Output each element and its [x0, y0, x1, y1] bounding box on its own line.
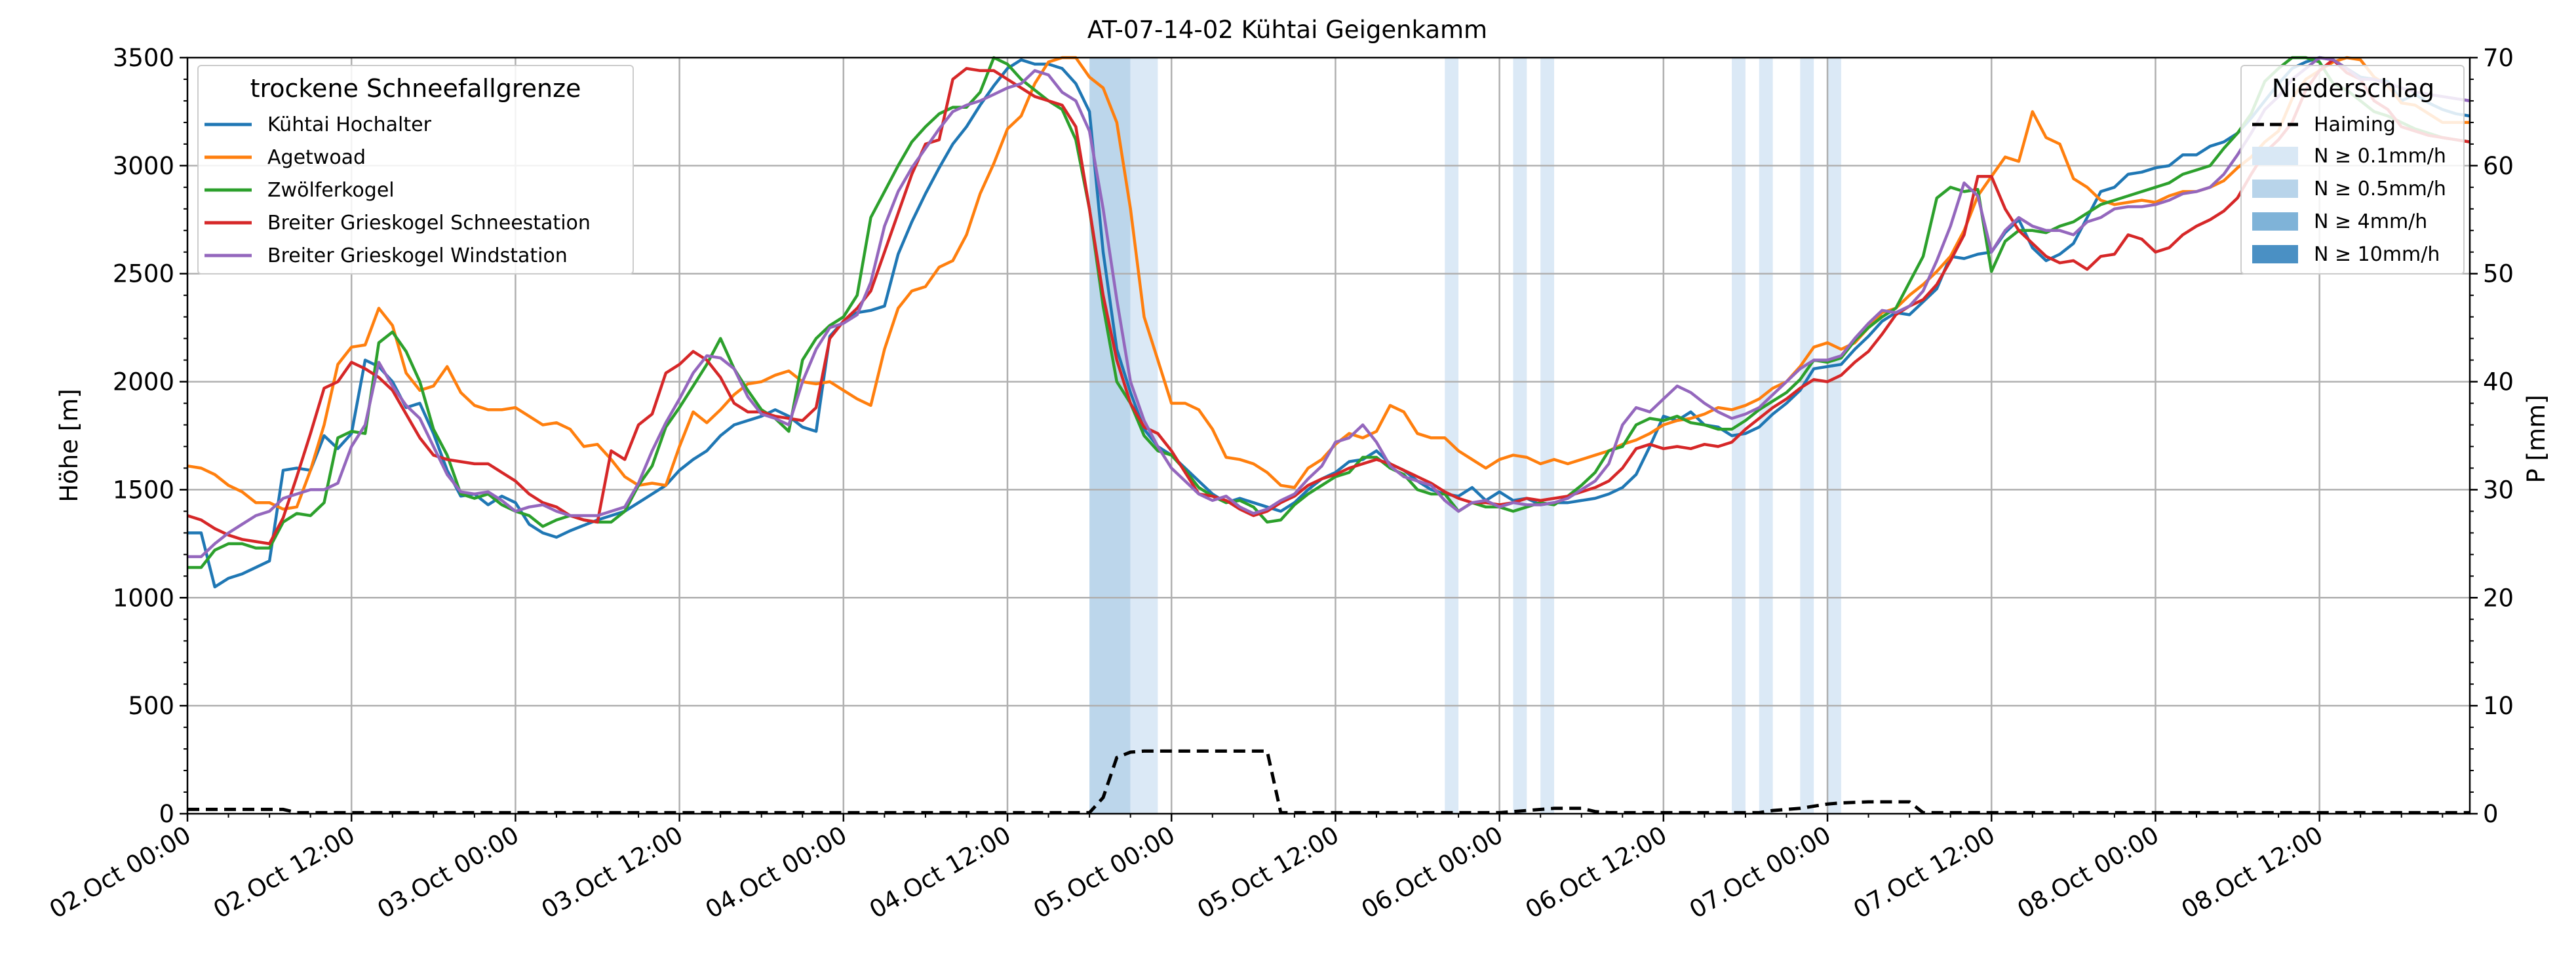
- legend-band-label-3: N ≥ 10mm/h: [2314, 243, 2440, 266]
- y-tick-label: 1500: [113, 476, 174, 504]
- legend-left: trockene Schneefallgrenze Kühtai Hochalt…: [197, 65, 634, 275]
- legend-left-title: trockene Schneefallgrenze: [250, 74, 581, 103]
- legend-label-1: Agetwoad: [267, 146, 366, 169]
- y-tick-label: 0: [159, 800, 174, 828]
- legend-band-label-1: N ≥ 0.5mm/h: [2314, 178, 2446, 200]
- legend-band-label-2: N ≥ 4mm/h: [2314, 210, 2427, 233]
- chart-title: AT-07-14-02 Kühtai Geigenkamm: [1087, 16, 1487, 44]
- series-line-4: [187, 56, 2470, 558]
- y-axis-label: Höhe [m]: [55, 389, 83, 502]
- legend-band-swatch-1: [2252, 180, 2298, 198]
- y-tick-label: 500: [128, 692, 174, 720]
- legend-right-title: Niederschlag: [2272, 74, 2434, 103]
- legend-band-swatch-3: [2252, 245, 2298, 263]
- precip-band-4: [1540, 58, 1555, 814]
- legend-label-3: Breiter Grieskogel Schneestation: [267, 212, 591, 235]
- precip-band-8: [1827, 58, 1841, 814]
- legend-label-4: Breiter Grieskogel Windstation: [267, 244, 568, 267]
- y-tick-label: 1000: [113, 584, 174, 612]
- y-tick-label: 2500: [113, 260, 174, 288]
- legend-precip-label: Haiming: [2314, 113, 2396, 136]
- legend-label-2: Zwölferkogel: [267, 179, 395, 202]
- y-tick-label: 3500: [113, 44, 174, 72]
- y-right-tick-label: 30: [2483, 476, 2514, 504]
- legend-right-bands: N ≥ 0.1mm/h N ≥ 0.5mm/h N ≥ 4mm/h N ≥ 10mm/…: [2252, 145, 2446, 266]
- precip-line: [187, 749, 2470, 814]
- legend-left-items: Kühtai Hochalter Agetwoad Zwölferkogel Brei…: [205, 113, 591, 267]
- precip-bands: [1089, 58, 1841, 814]
- precip-line: [187, 749, 2470, 814]
- legend-right: Niederschlag Haiming N ≥ 0.1mm/h N ≥ 0.5m…: [2240, 65, 2465, 275]
- legend-left-box: [197, 65, 634, 275]
- y-right-tick-label: 70: [2483, 44, 2514, 72]
- precip-band-7: [1800, 58, 1814, 814]
- precip-band-2: [1445, 58, 1459, 814]
- y-right-tick-label: 40: [2483, 368, 2514, 396]
- axes: [186, 56, 2471, 815]
- plot-frame: [186, 56, 2471, 815]
- legend-label-0: Kühtai Hochalter: [267, 113, 432, 136]
- y-right-tick-label: 20: [2483, 584, 2514, 612]
- y-axis-right-label: P [mm]: [2522, 394, 2550, 483]
- y-right-tick-label: 0: [2483, 800, 2499, 828]
- precip-band-3: [1513, 58, 1527, 814]
- precip-band-6: [1759, 58, 1773, 814]
- legend-band-swatch-0: [2252, 147, 2298, 165]
- series-lines: [187, 56, 2470, 589]
- y-tick-label: 2000: [113, 368, 174, 396]
- legend-band-swatch-2: [2252, 212, 2298, 231]
- series-line-0: [187, 56, 2470, 589]
- y-right-tick-label: 10: [2483, 692, 2514, 720]
- legend-band-label-0: N ≥ 0.1mm/h: [2314, 145, 2446, 168]
- y-tick-label: 3000: [113, 152, 174, 180]
- y-right-tick-label: 60: [2483, 152, 2514, 180]
- y-right-tick-label: 50: [2483, 260, 2514, 288]
